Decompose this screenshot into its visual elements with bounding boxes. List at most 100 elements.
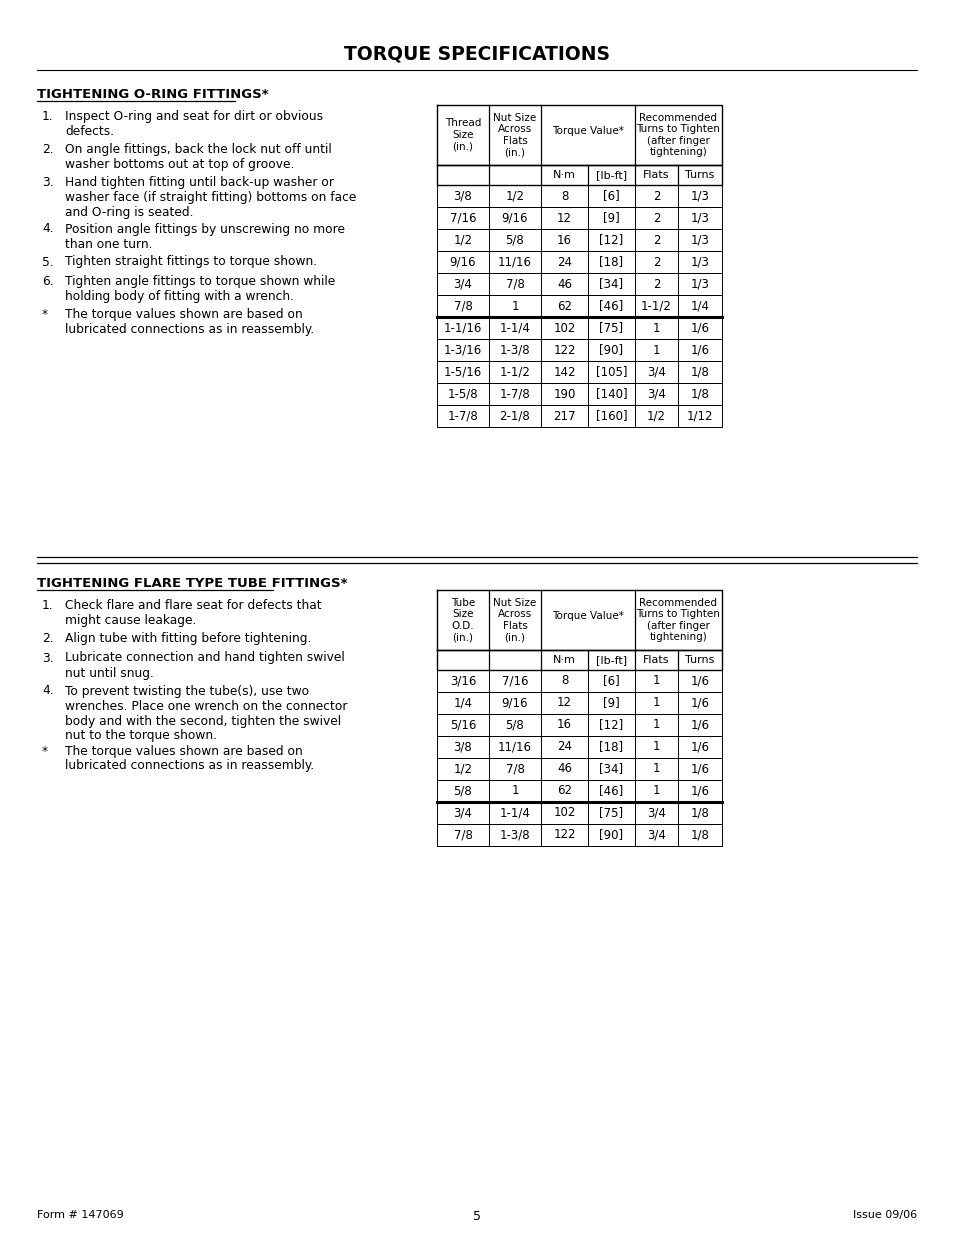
Text: 7/8: 7/8 [505,762,524,776]
Text: 2-1/8: 2-1/8 [499,410,530,422]
Text: 3/8: 3/8 [453,189,472,203]
Text: 1/6: 1/6 [690,674,709,688]
Text: 7/16: 7/16 [501,674,528,688]
Text: 1/12: 1/12 [686,410,713,422]
Text: 142: 142 [553,366,576,378]
Text: Form # 147069: Form # 147069 [37,1210,124,1220]
Text: 1/3: 1/3 [690,211,709,225]
Text: 1-7/8: 1-7/8 [499,388,530,400]
Text: 12: 12 [557,211,572,225]
Text: 8: 8 [560,674,568,688]
Text: 1/8: 1/8 [690,366,709,378]
Text: 24: 24 [557,256,572,268]
Text: 1/8: 1/8 [690,806,709,820]
Text: Recommended
Turns to Tighten
(after finger
tightening): Recommended Turns to Tighten (after fing… [636,598,720,642]
Text: 2.: 2. [42,632,53,645]
Text: 9/16: 9/16 [501,697,528,709]
Text: 7/16: 7/16 [449,211,476,225]
Text: Inspect O-ring and seat for dirt or obvious
defects.: Inspect O-ring and seat for dirt or obvi… [65,110,323,138]
Text: 62: 62 [557,300,572,312]
Text: Align tube with fitting before tightening.: Align tube with fitting before tightenin… [65,632,311,645]
Text: Check flare and flare seat for defects that
might cause leakage.: Check flare and flare seat for defects t… [65,599,321,627]
Text: [90]: [90] [598,343,623,357]
Text: 1-3/8: 1-3/8 [499,829,530,841]
Text: 1/2: 1/2 [453,762,472,776]
Text: 1/6: 1/6 [690,741,709,753]
Text: 190: 190 [553,388,575,400]
Text: [12]: [12] [598,719,623,731]
Text: 5/8: 5/8 [505,233,524,247]
Text: 1/6: 1/6 [690,762,709,776]
Text: 6.: 6. [42,275,53,288]
Text: [46]: [46] [598,300,623,312]
Text: On angle fittings, back the lock nut off until
washer bottoms out at top of groo: On angle fittings, back the lock nut off… [65,143,332,170]
Text: 3/4: 3/4 [646,366,665,378]
Text: 5/16: 5/16 [450,719,476,731]
Text: Position angle fittings by unscrewing no more
than one turn.: Position angle fittings by unscrewing no… [65,222,345,251]
Text: 1: 1 [652,674,659,688]
Text: [6]: [6] [602,189,619,203]
Text: 1/3: 1/3 [690,256,709,268]
Text: 2: 2 [652,211,659,225]
Text: 1: 1 [652,343,659,357]
Text: 1.: 1. [42,110,53,124]
Text: 1/6: 1/6 [690,784,709,798]
Text: 1-3/8: 1-3/8 [499,343,530,357]
Text: The torque values shown are based on
lubricated connections as in reassembly.: The torque values shown are based on lub… [65,308,314,336]
Text: Lubricate connection and hand tighten swivel
nut until snug.: Lubricate connection and hand tighten sw… [65,652,344,679]
Text: 2: 2 [652,278,659,290]
Text: 102: 102 [553,806,575,820]
Text: 4.: 4. [42,222,53,236]
Text: 1/3: 1/3 [690,233,709,247]
Text: *: * [42,745,48,757]
Text: 2: 2 [652,189,659,203]
Text: Tube
Size
O.D.
(in.): Tube Size O.D. (in.) [451,598,475,642]
Text: 5: 5 [473,1210,480,1223]
Text: 4.: 4. [42,684,53,698]
Text: TIGHTENING O-RING FITTINGS*: TIGHTENING O-RING FITTINGS* [37,88,269,101]
Text: 1: 1 [652,784,659,798]
Text: 122: 122 [553,343,576,357]
Text: Nut Size
Across
Flats
(in.): Nut Size Across Flats (in.) [493,598,536,642]
Text: 1: 1 [652,719,659,731]
Text: 7/8: 7/8 [453,829,472,841]
Text: 1/6: 1/6 [690,343,709,357]
Text: 217: 217 [553,410,576,422]
Text: The torque values shown are based on
lubricated connections as in reassembly.: The torque values shown are based on lub… [65,745,314,773]
Text: N·m: N·m [553,170,576,180]
Text: 16: 16 [557,719,572,731]
Text: 62: 62 [557,784,572,798]
Text: 3/4: 3/4 [453,278,472,290]
Text: 102: 102 [553,321,575,335]
Text: 5/8: 5/8 [453,784,472,798]
Text: [18]: [18] [598,741,623,753]
Text: [lb-ft]: [lb-ft] [596,170,626,180]
Text: [75]: [75] [598,321,623,335]
Text: TORQUE SPECIFICATIONS: TORQUE SPECIFICATIONS [344,44,609,64]
Text: 46: 46 [557,762,572,776]
Text: Torque Value*: Torque Value* [552,126,623,136]
Text: 122: 122 [553,829,576,841]
Text: N·m: N·m [553,655,576,664]
Text: Turns: Turns [684,655,714,664]
Text: 7/8: 7/8 [505,278,524,290]
Text: Turns: Turns [684,170,714,180]
Text: 11/16: 11/16 [497,741,532,753]
Text: 1-1/4: 1-1/4 [499,806,530,820]
Text: 16: 16 [557,233,572,247]
Text: Torque Value*: Torque Value* [552,611,623,621]
Text: 1: 1 [652,741,659,753]
Text: 46: 46 [557,278,572,290]
Text: 3/4: 3/4 [646,829,665,841]
Text: 1-3/16: 1-3/16 [443,343,481,357]
Text: 12: 12 [557,697,572,709]
Text: [140]: [140] [595,388,627,400]
Text: 1.: 1. [42,599,53,613]
Text: 8: 8 [560,189,568,203]
Text: 1/2: 1/2 [505,189,524,203]
Text: Thread
Size
(in.): Thread Size (in.) [444,119,480,152]
Text: 2: 2 [652,256,659,268]
Text: 1: 1 [511,300,518,312]
Text: [lb-ft]: [lb-ft] [596,655,626,664]
Text: [6]: [6] [602,674,619,688]
